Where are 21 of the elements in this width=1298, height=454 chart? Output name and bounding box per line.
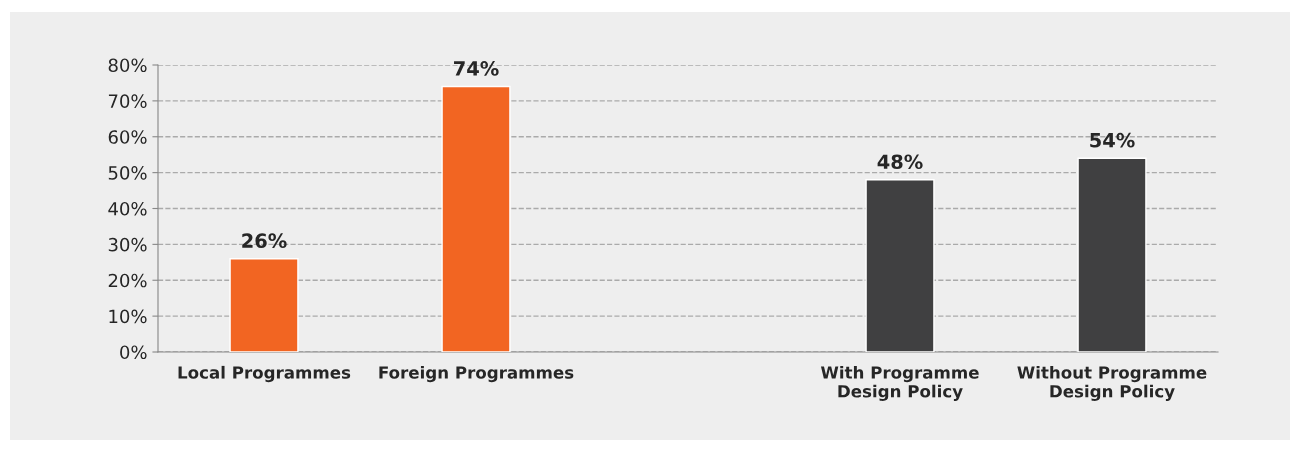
y-tick-label: 0%: [120, 345, 147, 360]
y-tick-label: 10%: [109, 309, 147, 324]
x-tick-label: Local Programmes: [178, 365, 351, 383]
data-label: 26%: [242, 233, 287, 249]
y-tick-label: 70%: [108, 94, 147, 108]
data-label: 48%: [877, 154, 923, 170]
y-tick-label: 20%: [108, 273, 147, 288]
bar: [865, 179, 935, 352]
bar: [441, 85, 511, 352]
x-tick-label: Foreign Programmes: [379, 365, 574, 383]
x-tick-label: With Programme Design Policy: [820, 365, 979, 401]
x-tick-label: Without Programme Design Policy: [1017, 365, 1207, 401]
y-tick-label: 40%: [108, 201, 147, 216]
data-label: 74%: [454, 61, 499, 76]
y-tick-label: 50%: [108, 166, 147, 180]
y-tick-label: 80%: [108, 58, 147, 73]
bar: [229, 258, 299, 352]
data-label: 54%: [1090, 132, 1135, 148]
y-tick-label: 30%: [108, 237, 147, 252]
y-tick-label: 60%: [108, 130, 147, 144]
bar: [1077, 157, 1147, 352]
